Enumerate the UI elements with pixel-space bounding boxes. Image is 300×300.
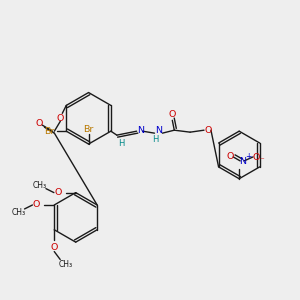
Text: O: O [36,119,43,128]
Text: O: O [54,188,61,197]
Text: Br: Br [44,127,55,136]
Text: Br: Br [83,125,94,134]
Text: +: + [245,152,251,161]
Text: H: H [152,135,159,144]
Text: CH₃: CH₃ [33,181,47,190]
Text: CH₃: CH₃ [11,208,26,217]
Text: O: O [204,126,212,135]
Text: N: N [155,126,162,135]
Text: O: O [33,200,40,209]
Text: ⁻: ⁻ [260,156,264,165]
Text: O: O [252,153,260,162]
Text: O: O [51,243,58,252]
Text: O: O [57,114,64,123]
Text: CH₃: CH₃ [59,260,73,269]
Text: O: O [226,152,234,161]
Text: N: N [137,126,144,135]
Text: N: N [238,158,246,166]
Text: O: O [169,110,176,119]
Text: H: H [118,139,125,148]
